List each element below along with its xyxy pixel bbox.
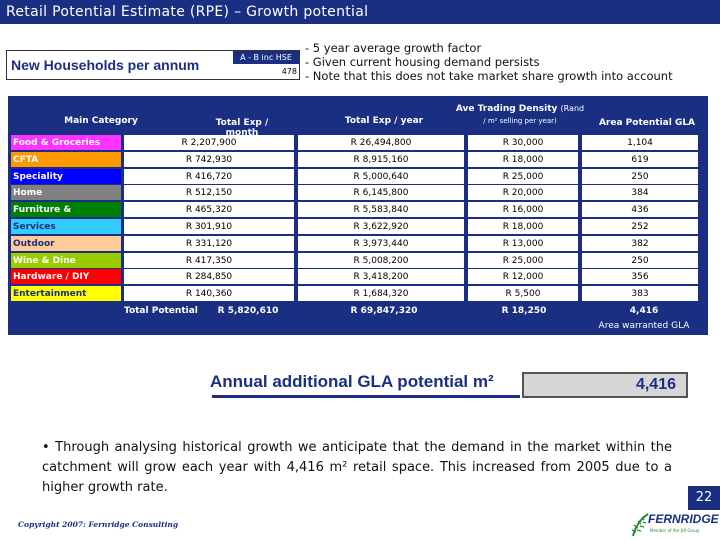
gla-cell: 384 [582, 185, 698, 201]
table-row: Entertainment R 140,360 R 1,684,320 R 5,500… [8, 286, 700, 302]
category-cell: Furniture & Appliances [11, 202, 121, 231]
density-cell: R 16,000 [468, 202, 578, 218]
new-households-header: A - B inc HSE [233, 51, 299, 64]
exp-month-cell: R 742,930 [124, 151, 294, 167]
exp-year-cell: R 3,973,440 [298, 235, 464, 251]
category-cell: Wine & Dine [11, 252, 121, 268]
annual-gla-label: Annual additional GLA potential m² [210, 372, 494, 391]
fern-leaf-icon [631, 513, 649, 537]
exp-year-cell: R 8,915,160 [298, 151, 464, 167]
exp-year-cell: R 3,622,920 [298, 219, 464, 234]
gla-cell: 250 [582, 168, 698, 184]
logo-tagline: Member of the JHI Group [650, 528, 700, 533]
header-ave-trading-density: Ave Trading Density (Rand / m² selling p… [448, 104, 592, 142]
gla-cell: 250 [582, 252, 698, 268]
exp-month-cell: R 512,150 [124, 185, 294, 201]
gla-cell: 382 [582, 235, 698, 251]
table-row: Hardware / DIY R 284,850 R 3,418,200 R 12,0… [8, 269, 700, 285]
table-row: Food & Groceries R 2,207,900 R 26,494,800 R… [8, 135, 700, 151]
category-cell: Entertainment [11, 286, 121, 302]
header-area-potential-gla: Area Potential GLA [598, 118, 696, 128]
header-total-exp-month: Total Exp / month [215, 118, 269, 138]
header-ave-trading-density-sub: / m² selling per year) [483, 117, 557, 125]
density-cell: R 5,500 [468, 286, 578, 302]
exp-month-cell: R 284,850 [124, 269, 294, 285]
density-cell: R 13,000 [468, 235, 578, 251]
note-item: - Given current housing demand persists [305, 55, 540, 69]
exp-year-cell: R 26,494,800 [298, 135, 464, 150]
rpe-table: Main Category Total Exp / month Total Ex… [8, 96, 708, 335]
table-row: Home R 512,150 R 6,145,800 R 20,000 384 [8, 185, 700, 201]
exp-month-cell: R 416,720 [124, 168, 294, 184]
exp-year-cell: R 5,000,640 [298, 168, 464, 184]
total-row: Total Potential R 5,820,610 R 69,847,320… [8, 301, 708, 335]
exp-year-cell: R 6,145,800 [298, 185, 464, 201]
density-cell: R 25,000 [468, 252, 578, 268]
header-main-category: Main Category [64, 116, 138, 126]
note-item: - Note that this does not take market sh… [305, 69, 673, 83]
table-row: Outdoor R 331,120 R 3,973,440 R 13,000 382 [8, 235, 700, 252]
category-cell: Speciality [11, 168, 121, 184]
table-row: Speciality R 416,720 R 5,000,640 R 25,000 25… [8, 168, 700, 185]
total-density: R 18,250 [501, 306, 547, 316]
table-row: Services R 301,910 R 3,622,920 R 18,000 252 [8, 219, 700, 235]
exp-month-cell: R 465,320 [124, 202, 294, 218]
logo-name: FERNRIDGE [648, 512, 719, 526]
gla-cell: 383 [582, 286, 698, 302]
gla-cell: 436 [582, 202, 698, 218]
exp-year-cell: R 5,008,200 [298, 252, 464, 268]
header-ave-trading-density-unit: (Rand [560, 104, 585, 113]
annual-gla-panel: Annual additional GLA potential m² 4,416 [210, 372, 690, 400]
growth-bullet: • Through analysing historical growth we… [42, 440, 672, 495]
fernridge-logo: FERNRIDGE Member of the JHI Group [630, 510, 720, 540]
new-households-value: 478 [281, 67, 297, 76]
exp-month-cell: R 140,360 [124, 286, 294, 302]
exp-year-cell: R 3,418,200 [298, 269, 464, 285]
exp-month-cell: R 331,120 [124, 235, 294, 251]
category-cell: Hardware / DIY [11, 269, 121, 285]
exp-year-cell: R 5,583,840 [298, 202, 464, 218]
density-cell: R 25,000 [468, 168, 578, 184]
density-cell: R 18,000 [468, 151, 578, 167]
category-cell: CFTA [11, 151, 121, 167]
gla-cell: 1,104 [582, 135, 698, 150]
total-exp-month: R 5,820,610 [217, 306, 279, 316]
density-cell: R 18,000 [468, 219, 578, 234]
table-row: CFTA R 742,930 R 8,915,160 R 18,000 619 [8, 151, 700, 168]
density-cell: R 12,000 [468, 269, 578, 285]
category-cell: Outdoor [11, 235, 121, 251]
slide-title: Retail Potential Estimate (RPE) – Growth… [0, 0, 720, 24]
exp-month-cell: R 301,910 [124, 219, 294, 234]
total-label: Total Potential [124, 306, 198, 316]
exp-month-cell: R 2,207,900 [124, 135, 294, 150]
page-number: 22 [688, 486, 720, 510]
table-row: Wine & Dine R 417,350 R 5,008,200 R 25,000 2… [8, 252, 700, 269]
header-total-exp-year: Total Exp / year [344, 116, 424, 126]
new-households-box: New Households per annum A - B inc HSE 4… [6, 50, 300, 80]
category-cell: Home [11, 185, 121, 201]
category-cell: Services [11, 219, 121, 234]
new-households-label: New Households per annum [11, 57, 200, 73]
copyright-footer: Copyright 2007: Fernridge Consulting [18, 520, 179, 529]
density-cell: R 30,000 [468, 135, 578, 150]
total-gla: 4,416 [629, 306, 659, 316]
gla-cell: 356 [582, 269, 698, 285]
exp-year-cell: R 1,684,320 [298, 286, 464, 302]
header-ave-trading-density-label: Ave Trading Density [455, 104, 558, 114]
total-exp-year: R 69,847,320 [350, 306, 418, 316]
annual-gla-underline [212, 395, 520, 398]
gla-cell: 252 [582, 219, 698, 234]
exp-month-cell: R 417,350 [124, 252, 294, 268]
gla-cell: 619 [582, 151, 698, 167]
density-cell: R 20,000 [468, 185, 578, 201]
note-item: - 5 year average growth factor [305, 41, 482, 55]
annual-gla-value: 4,416 [522, 372, 688, 398]
category-cell: Food & Groceries [11, 135, 121, 150]
total-gla-note: Area warranted GLA [598, 321, 690, 331]
growth-notes: - 5 year average growth factor - Given c… [305, 41, 673, 83]
